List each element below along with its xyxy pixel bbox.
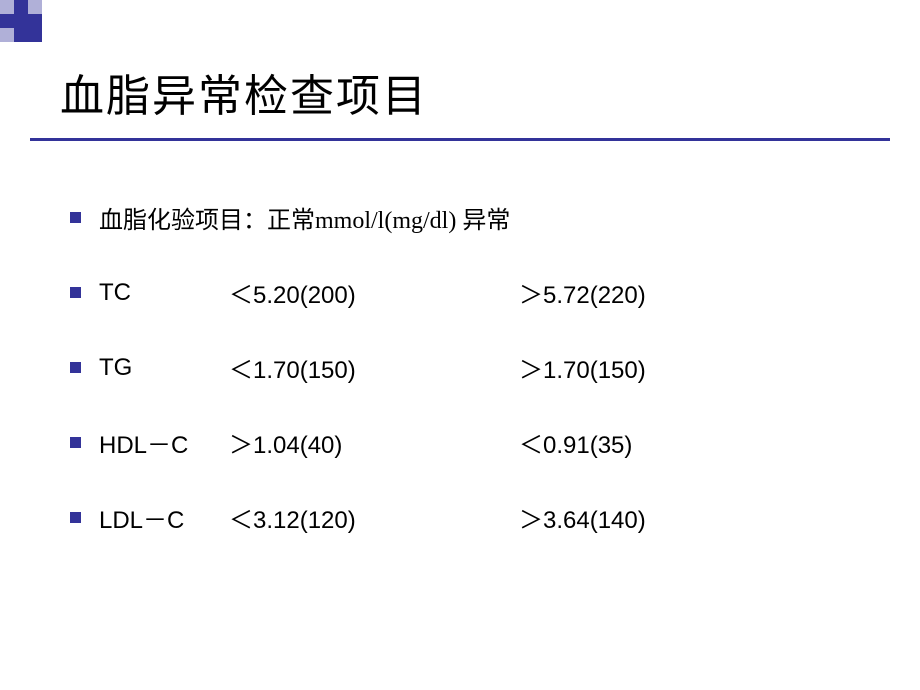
title-underline <box>30 138 890 141</box>
row-label: TC <box>99 279 229 307</box>
row-abnormal: ＞3.64(140) <box>519 500 646 535</box>
list-item: HDL－C＞1.04(40)＜0.91(35) <box>70 425 870 460</box>
corner-decoration <box>0 0 60 48</box>
decoration-square <box>0 14 14 28</box>
list-item-header: 血脂化验项目：正常mmol/l(mg/dl) 异常 <box>70 200 870 235</box>
list-item: TG＜1.70(150)＞1.70(150) <box>70 350 870 385</box>
decoration-square <box>0 0 14 14</box>
row-abnormal: ＞5.72(220) <box>519 275 646 310</box>
row-label: HDL－C <box>99 425 229 460</box>
row-label: LDL－C <box>99 500 229 535</box>
row-normal: ＜1.70(150) <box>229 350 519 385</box>
bullet-icon <box>70 212 81 223</box>
slide-title: 血脂异常检查项目 <box>60 60 428 124</box>
decoration-square <box>14 14 42 42</box>
bullet-icon <box>70 512 81 523</box>
list-item: TC＜5.20(200)＞5.72(220) <box>70 275 870 310</box>
row-normal: ＜5.20(200) <box>229 275 519 310</box>
bullet-icon <box>70 287 81 298</box>
row-abnormal: ＞1.70(150) <box>519 350 646 385</box>
row-label: TG <box>99 354 229 382</box>
bullet-icon <box>70 437 81 448</box>
content-area: 血脂化验项目：正常mmol/l(mg/dl) 异常 TC＜5.20(200)＞5… <box>70 200 870 575</box>
decoration-square <box>14 0 28 14</box>
list-item: LDL－C＜3.12(120)＞3.64(140) <box>70 500 870 535</box>
decoration-square <box>0 28 14 42</box>
bullet-icon <box>70 362 81 373</box>
row-normal: ＞1.04(40) <box>229 425 519 460</box>
header-text: 血脂化验项目：正常mmol/l(mg/dl) 异常 <box>99 200 510 235</box>
row-abnormal: ＜0.91(35) <box>519 425 632 460</box>
decoration-square <box>28 0 42 14</box>
row-normal: ＜3.12(120) <box>229 500 519 535</box>
